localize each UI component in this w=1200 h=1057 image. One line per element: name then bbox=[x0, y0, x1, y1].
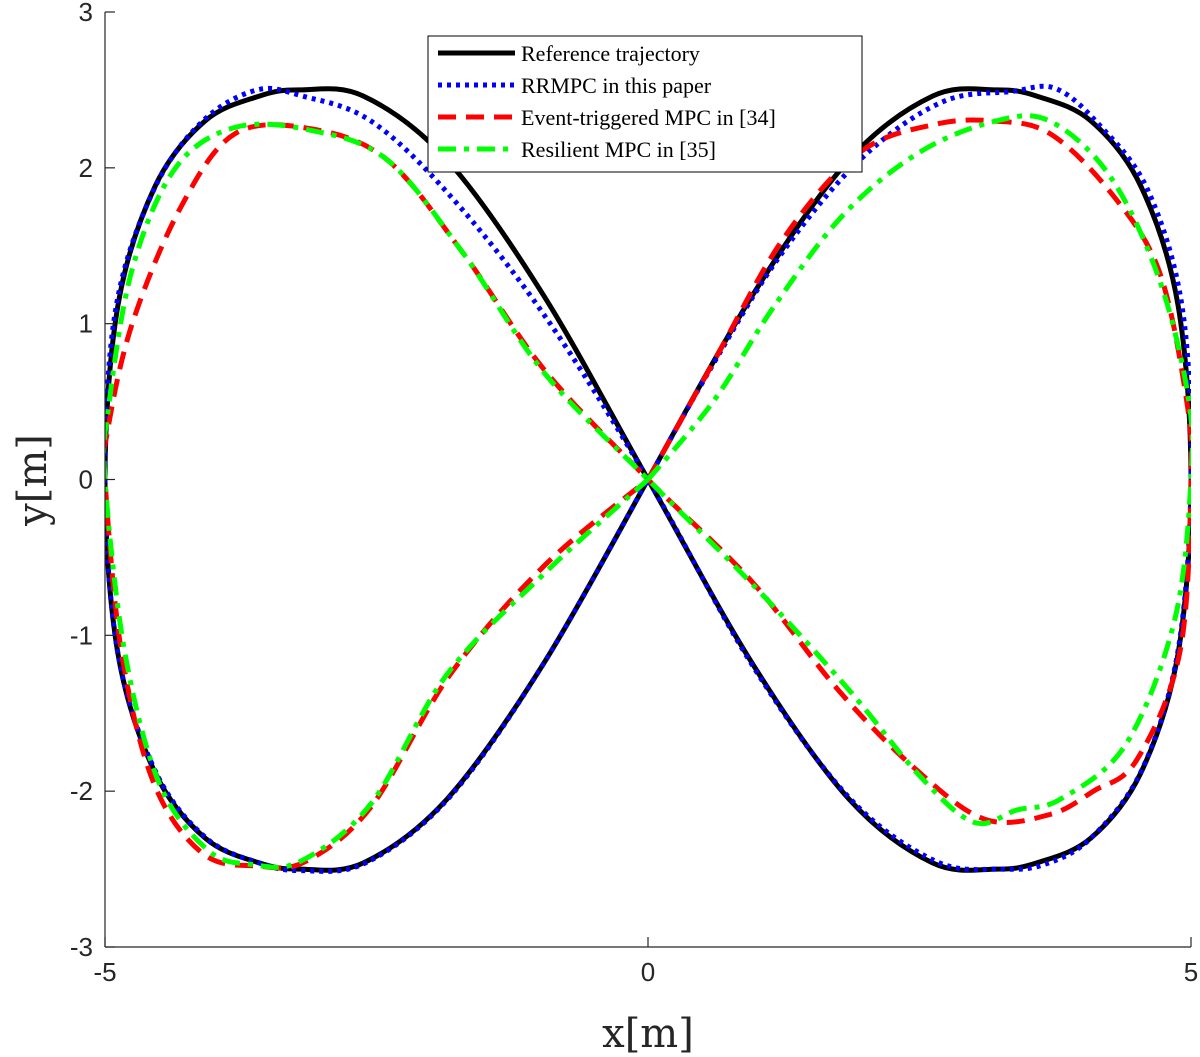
legend-label-3: Resilient MPC in [35] bbox=[521, 137, 716, 162]
y-tick-label: -3 bbox=[70, 932, 93, 962]
legend: Reference trajectory RRMPC in this paper E… bbox=[427, 35, 863, 173]
x-tick-label: 5 bbox=[1184, 957, 1198, 987]
series-layer bbox=[105, 83, 1191, 874]
legend-label-2: Event-triggered MPC in [34] bbox=[521, 105, 776, 130]
x-tick-label: 0 bbox=[641, 957, 655, 987]
legend-box bbox=[427, 35, 863, 173]
y-tick-label: -1 bbox=[70, 620, 93, 650]
x-axis-label: x[m] bbox=[602, 1011, 694, 1057]
series-line-2 bbox=[105, 117, 1191, 871]
x-tick-label: -5 bbox=[93, 957, 116, 987]
legend-label-0: Reference trajectory bbox=[521, 41, 700, 66]
y-tick-label: -2 bbox=[70, 776, 93, 806]
y-tick-label: 1 bbox=[79, 309, 93, 339]
y-tick-label: 0 bbox=[79, 465, 93, 495]
y-axis-label: y[m] bbox=[10, 434, 56, 527]
y-tick-label: 3 bbox=[79, 0, 93, 27]
series-line-3 bbox=[105, 113, 1191, 870]
series-line-1 bbox=[105, 83, 1191, 874]
y-tick-label: 2 bbox=[79, 153, 93, 183]
legend-label-1: RRMPC in this paper bbox=[521, 73, 712, 98]
ticks-layer: -5 0 5 -3 -2 -1 0 1 2 3 bbox=[70, 0, 1198, 987]
